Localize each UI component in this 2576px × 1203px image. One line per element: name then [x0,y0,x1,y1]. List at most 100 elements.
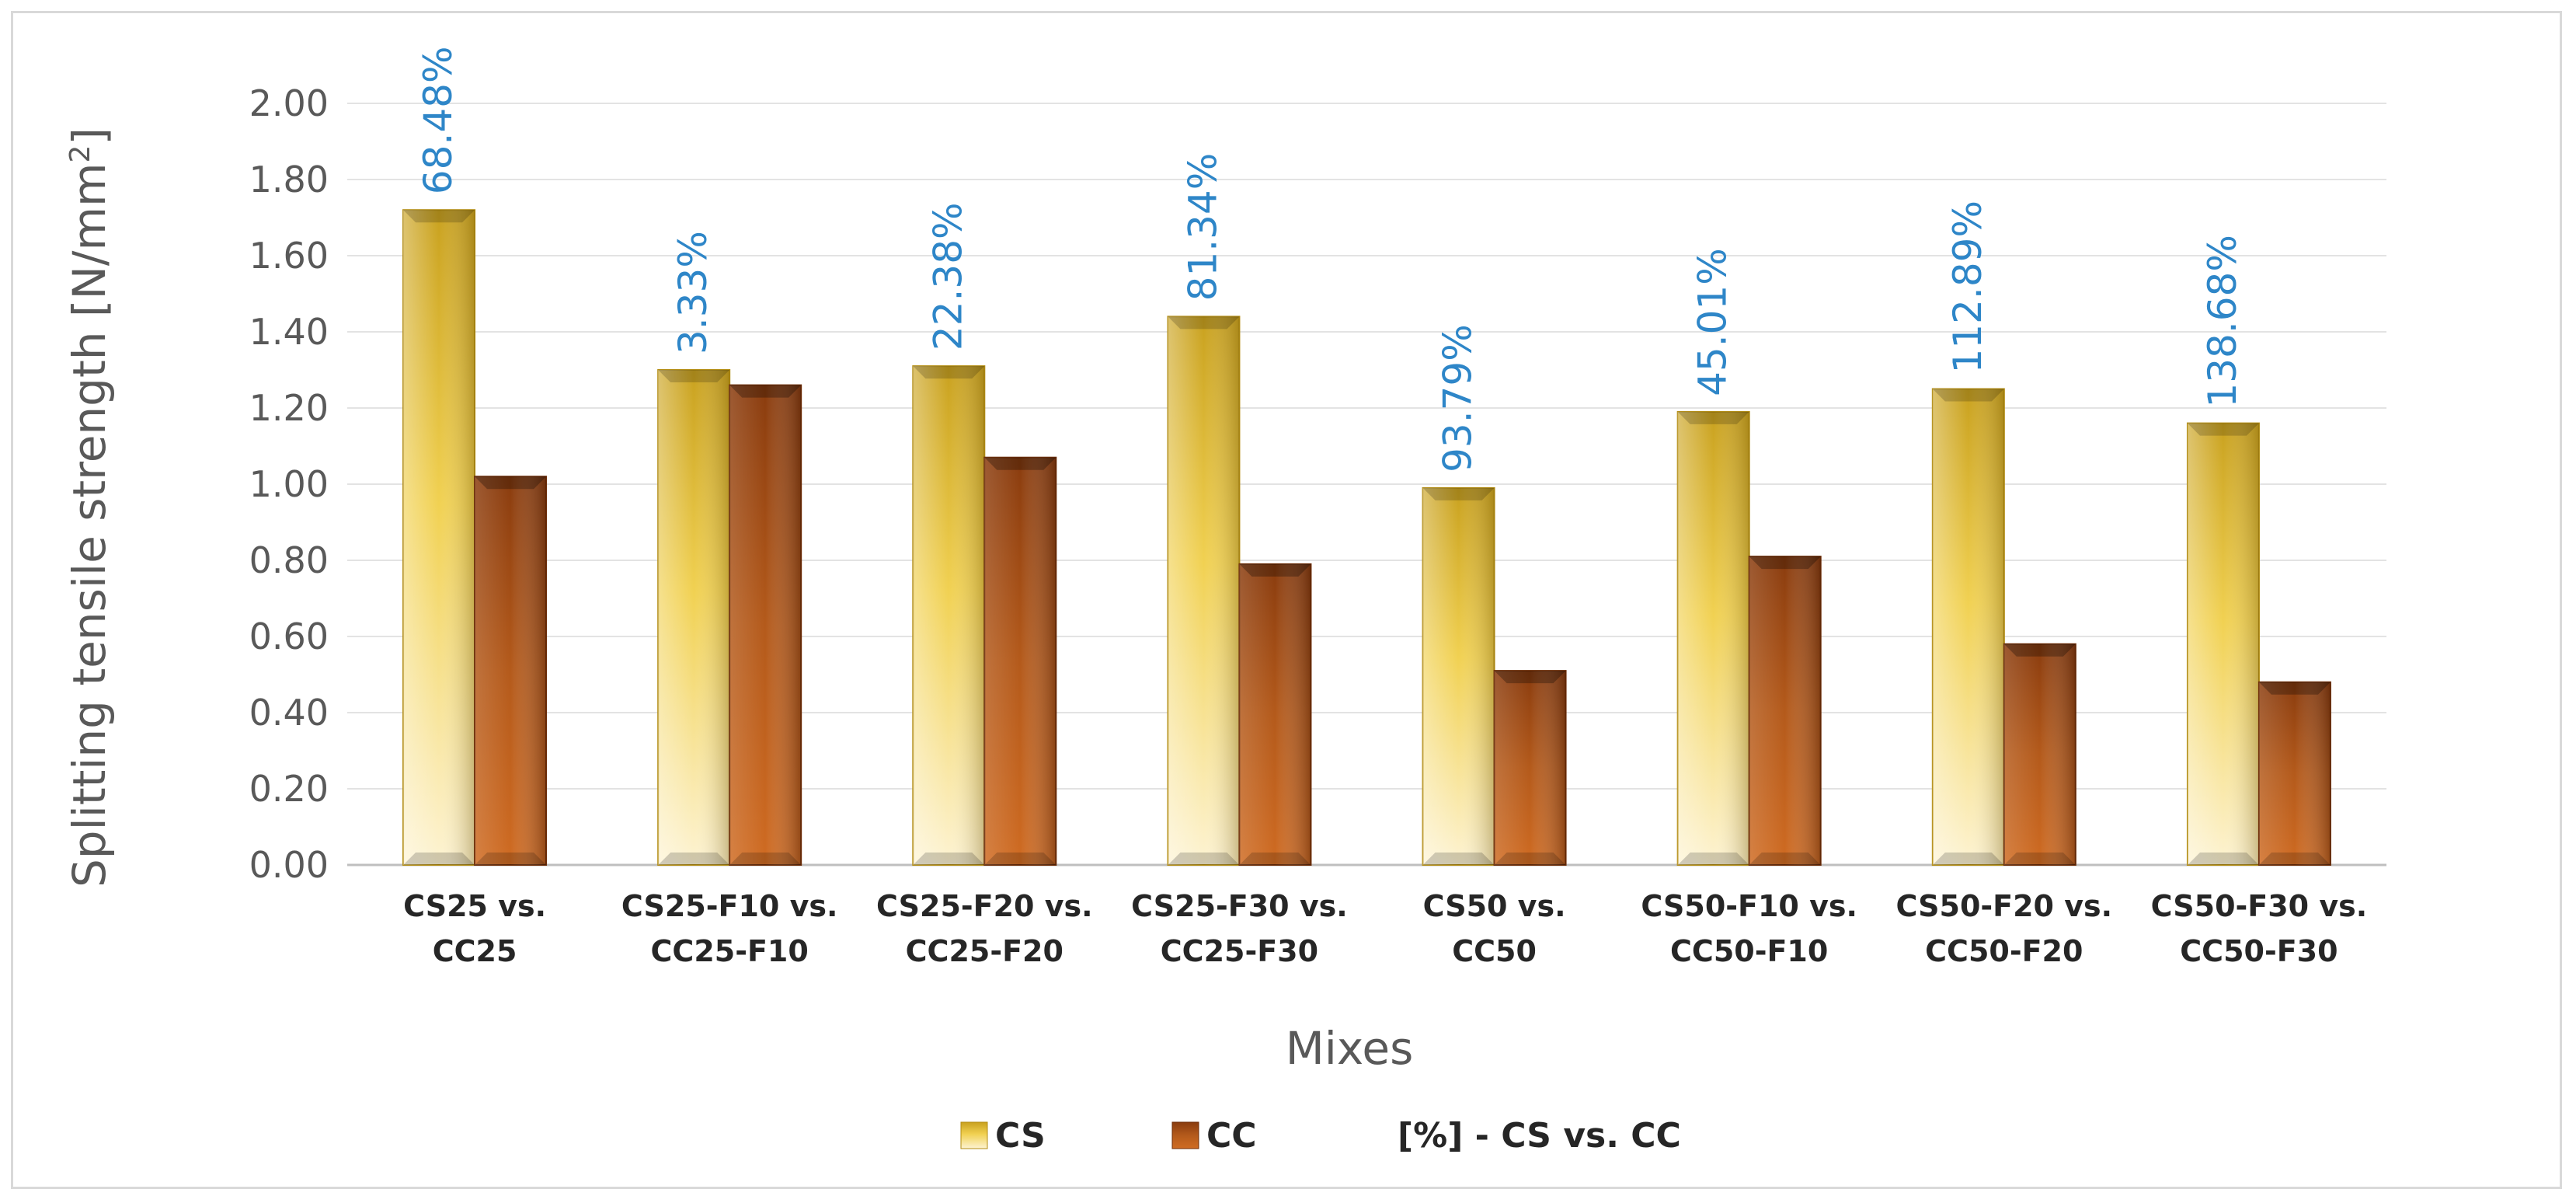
bar-cc [2257,681,2331,866]
bar-cc-shade [729,385,802,866]
bar-cs-bevel [2187,423,2259,436]
legend-label-cs: CS [995,1116,1046,1156]
x-tick-label: CS50-F20 vs. CC50-F20 [1896,889,2113,968]
bar-cc [983,456,1057,866]
y-tick-label: 1.20 [249,387,329,429]
x-axis-title: Mixes [1286,1022,1414,1075]
bar-cs-shade [913,366,985,866]
percent-label: 45.01% [1690,248,1735,396]
bar-cs-bevel [658,370,730,382]
bar-cs-base-bevel [658,853,730,865]
bar-cs-base-bevel [1168,853,1240,865]
bar-cc-bevel [2258,682,2331,695]
bar-cs-bevel [1932,389,2004,402]
y-tick-label: 0.40 [249,692,329,734]
x-tick-label: CS50 vs. CC50 [1423,889,1566,968]
y-tick-label: 0.80 [249,539,329,581]
percent-label: 93.79% [1436,324,1481,472]
legend-label-percent: [%] - CS vs. CC [1398,1116,1681,1156]
x-tick-label: CS25 vs. CC25 [403,889,546,968]
bar-cc-base-bevel [1494,853,1566,865]
bar-cc-base-bevel [984,853,1057,865]
bar-cs-base-bevel [2187,853,2259,865]
bar-cs-bevel [1677,411,1749,424]
bar-cs [912,365,986,867]
bar-cc-bevel [984,457,1057,470]
x-tick-label: CS25-F20 vs. CC25-F20 [876,889,1093,968]
x-tick-label: CS25-F10 vs. CC25-F10 [621,889,838,968]
bar-cs [1167,316,1241,866]
bar-cs-base-bevel [913,853,985,865]
bar-cc [1238,563,1312,867]
bar-cs-shade [1932,389,2004,865]
y-tick-label: 1.60 [249,235,329,277]
bar-cc-bevel [1749,556,1821,570]
bar-cc-shade [2258,682,2331,865]
bar-chart: 0.00 0.20 0.40 0.60 0.80 1.00 1.20 1.40 1.60 1.80… [63,47,2386,1156]
bar-cs-shade [1677,411,1749,865]
y-tick-label: 2.00 [249,82,329,124]
y-tick-label: 1.40 [249,311,329,353]
legend-label-cc: CC [1206,1116,1257,1156]
bar-cc-bevel [1239,563,1311,577]
bar-cs-base-bevel [1677,853,1749,865]
bar-cc-shade [984,457,1057,865]
percent-label: 22.38% [925,202,970,350]
bar-cc-bevel [2003,643,2076,657]
bar-cs-base-bevel [1932,853,2004,865]
bar-cs [657,369,731,866]
bar-cs-bevel [403,210,475,223]
bar-cc-shade [2003,643,2076,865]
bar-cs [1676,410,1750,866]
legend: CS CC [%] - CS vs. CC [960,1116,1681,1156]
y-axis-ticks: 0.00 0.20 0.40 0.60 0.80 1.00 1.20 1.40 1.60 1.80… [249,82,329,886]
bar-cc-shade [475,476,547,865]
bar-cc-base-bevel [2258,853,2331,865]
x-tick-label: CS50-F30 vs. CC50-F30 [2151,889,2368,968]
bar-cc-shade [1494,671,1566,865]
bar-cs [402,209,476,866]
bar-cs-shade [1168,316,1240,865]
bar-cc [2003,643,2076,866]
x-tick-label: CS50-F10 vs. CC50-F10 [1641,889,1857,968]
bar-cc [729,384,802,867]
bar-cc-base-bevel [475,853,547,865]
y-tick-label: 0.60 [249,615,329,657]
percent-label: 138.68% [2200,235,2245,407]
y-tick-label: 0.20 [249,768,329,810]
bar-cs-bevel [1168,316,1240,330]
bar-cs-base-bevel [403,853,475,865]
percent-label: 68.48% [416,47,461,195]
y-tick-label: 1.80 [249,159,329,200]
bar-cs-bevel [1422,487,1495,500]
gridlines [347,103,2386,867]
bar-cc-bevel [729,385,802,398]
data-labels: 68.48% 3.33% 22.38% 81.34% 93.79% 45.01% 112.8… [416,47,2245,472]
bar-cs-shade [2187,423,2259,865]
bar-cc [1748,556,1822,866]
y-tick-label: 1.00 [249,463,329,505]
legend-swatch-cc [1171,1121,1199,1149]
bar-cc-bevel [1494,671,1566,684]
bar-cs-bevel [913,366,985,379]
bar-cc-base-bevel [1239,853,1311,865]
bar-cs-shade [1422,487,1495,865]
bar-cs-base-bevel [1422,853,1495,865]
bar-cs-shade [658,370,730,865]
bar-cc-base-bevel [2003,853,2076,865]
bar-cs [1931,388,2005,866]
bar-cs [1422,486,1495,867]
percent-label: 112.89% [1945,200,1990,373]
bar-cc-shade [1749,556,1821,865]
bar-cc-shade [1239,563,1311,865]
bar-cc-base-bevel [1749,853,1821,865]
x-axis-labels: CS25 vs. CC25 CS25-F10 vs. CC25-F10 CS25-F20… [403,889,2367,968]
chart-frame: 0.00 0.20 0.40 0.60 0.80 1.00 1.20 1.40 1.60 1.80… [11,11,2562,1189]
bars [402,209,2331,867]
percent-label: 81.34% [1180,153,1225,302]
bar-cs-shade [403,210,475,865]
bar-cc [474,476,548,866]
y-axis-title: Splitting tensile strength [N/mm2] [63,127,116,887]
bar-cc [1493,670,1567,866]
x-tick-label: CS25-F30 vs. CC25-F30 [1131,889,1348,968]
